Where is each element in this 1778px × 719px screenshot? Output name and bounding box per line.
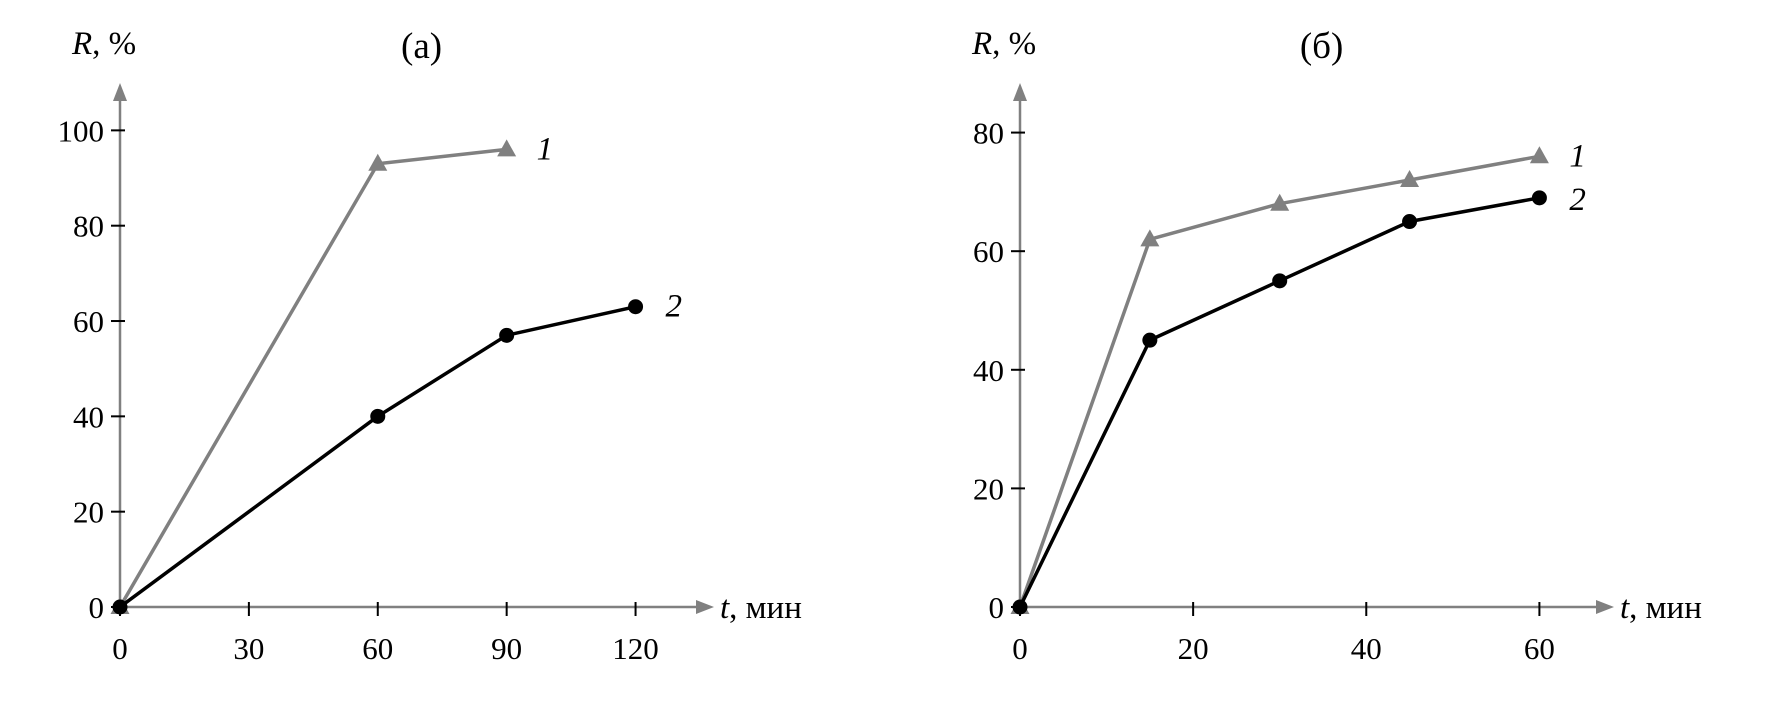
- x-tick-label: 20: [1178, 631, 1209, 666]
- chart-title: (а): [401, 26, 442, 67]
- chart-svg: 0 30 60 90 120 0 20 40 60 80 100 (а) R, % t, мин 1 2: [58, 26, 802, 666]
- series-2-marker-icon: [628, 299, 644, 315]
- y-axis-arrow-icon: [113, 83, 127, 101]
- y-tick-label: 0: [89, 590, 105, 625]
- chart-title: (б): [1300, 26, 1343, 67]
- series-1-label: 1: [1569, 138, 1586, 174]
- x-tick-label: 0: [1012, 631, 1028, 666]
- x-axis-arrow-icon: [1596, 600, 1614, 614]
- y-axis-label: R, %: [71, 26, 136, 62]
- x-axis-arrow-icon: [696, 600, 714, 614]
- y-tick-label: 80: [973, 116, 1004, 151]
- x-axis-label: t, мин: [720, 590, 802, 626]
- x-tick-label: 120: [612, 631, 659, 666]
- series-1-marker-icon: [1140, 229, 1160, 247]
- y-tick-label: 40: [73, 399, 104, 434]
- series-2-marker-icon: [499, 327, 515, 343]
- series-2-marker-icon: [112, 599, 128, 615]
- chart-a: 0 30 60 90 120 0 20 40 60 80 100 (а) R, % t, мин 1 2: [20, 12, 860, 707]
- series-2-marker-icon: [1142, 332, 1158, 348]
- x-axis-label: t, мин: [1620, 590, 1702, 626]
- series-2-line: [118, 304, 636, 609]
- x-tick-label: 60: [362, 631, 393, 666]
- series-2-marker-icon: [1272, 273, 1288, 289]
- series-2-line: [1018, 196, 1540, 608]
- y-tick-label: 80: [73, 209, 104, 244]
- y-tick-label: 20: [973, 471, 1004, 506]
- y-tick-label: 0: [989, 590, 1005, 625]
- x-tick-label: 40: [1351, 631, 1382, 666]
- y-tick-label: 40: [973, 353, 1004, 388]
- y-tick-label: 60: [73, 304, 104, 339]
- x-tick-label: 0: [112, 631, 128, 666]
- series-1-line: [1018, 154, 1540, 608]
- series-2-marker-icon: [1012, 599, 1028, 615]
- x-tick-label: 30: [233, 631, 264, 666]
- series-2-marker-icon: [1531, 190, 1547, 206]
- x-tick-label: 90: [491, 631, 522, 666]
- y-axis-label: R, %: [971, 26, 1036, 62]
- y-tick-label: 20: [73, 495, 104, 530]
- series-1-marker-icon: [368, 153, 388, 171]
- series-1-marker-icon: [1529, 146, 1549, 164]
- x-tick-label: 60: [1524, 631, 1555, 666]
- series-1-marker-icon: [1400, 170, 1420, 188]
- series-1-marker-icon: [1270, 193, 1290, 211]
- series-2-marker-icon: [370, 408, 386, 424]
- chart-svg: 0 20 40 60 0 20 40 60 80 (б) R, % t, мин 1 2: [971, 26, 1702, 666]
- y-axis-arrow-icon: [1013, 83, 1027, 101]
- series-2-label: 2: [1569, 182, 1586, 218]
- series-2-marker-icon: [1402, 214, 1418, 230]
- series-1-marker-icon: [497, 139, 517, 157]
- series-2-label: 2: [666, 289, 683, 325]
- y-tick-label: 60: [973, 234, 1004, 269]
- series-1-line: [118, 147, 507, 608]
- series-1-label: 1: [537, 131, 554, 167]
- y-tick-label: 100: [58, 113, 105, 148]
- chart-b: 0 20 40 60 0 20 40 60 80 (б) R, % t, мин 1 2: [920, 12, 1760, 707]
